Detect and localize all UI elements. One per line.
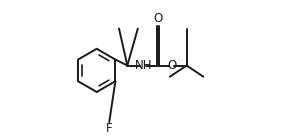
Text: NH: NH: [135, 59, 152, 72]
Text: F: F: [106, 122, 112, 135]
Text: O: O: [167, 59, 177, 72]
Text: O: O: [153, 12, 163, 25]
